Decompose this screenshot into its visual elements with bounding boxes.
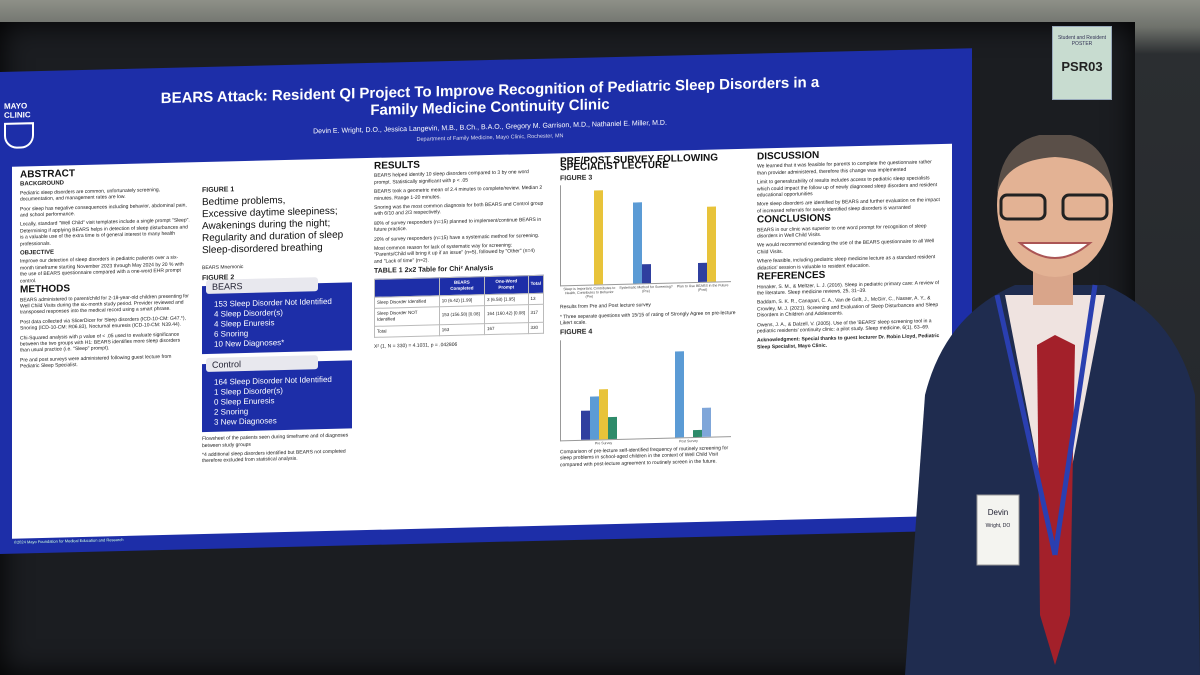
poster-title: BEARS Attack: Resident QI Project To Imp… bbox=[160, 73, 820, 119]
figure2-caption: Flowsheet of the patients seen during ti… bbox=[202, 432, 349, 449]
table-cell: Total bbox=[374, 324, 440, 338]
figure1-line: Sleep-disordered breathing bbox=[202, 242, 323, 257]
figure2-note: *4 additional sleep disorders identified… bbox=[202, 448, 346, 465]
methods-item: Chi-Squared analysis with p value of < .… bbox=[20, 331, 181, 354]
chart-category-label: Plan to Use BEARS in the Future (Post) bbox=[676, 283, 729, 293]
abstract-heading: ABSTRACT bbox=[20, 168, 75, 181]
necktie bbox=[1037, 335, 1075, 665]
lanyard-right bbox=[1052, 284, 1098, 556]
shield-icon bbox=[4, 122, 34, 149]
name-badge bbox=[976, 494, 1020, 566]
chart-bar bbox=[693, 429, 702, 437]
sign-caption: Student and Resident POSTER bbox=[1057, 35, 1107, 47]
table1-title: TABLE 1 2x2 Table for Chi² Analysis bbox=[374, 265, 494, 276]
table-header: One-Word Prompt bbox=[484, 275, 529, 295]
chart-bar bbox=[632, 202, 642, 284]
chart-bar bbox=[581, 410, 590, 440]
table-cell: 164 (160.42) [0.08] bbox=[484, 304, 529, 324]
chart-bar bbox=[702, 407, 711, 437]
research-poster: MAYO CLINIC BEARS Attack: Resident QI Pr… bbox=[0, 48, 972, 554]
poster-content: ABSTRACT BACKGROUND Pediatric sleep diso… bbox=[12, 143, 952, 539]
figure4-chart: Pre Survey Post Survey bbox=[560, 335, 731, 445]
face bbox=[997, 135, 1113, 277]
control-tab: Control bbox=[206, 355, 318, 373]
table-cell: 330 bbox=[528, 321, 544, 334]
mayo-clinic-logo: MAYO CLINIC bbox=[4, 101, 44, 149]
results-item: BEARS took a geometric mean of 2.4 minut… bbox=[374, 184, 543, 202]
table-header: Total bbox=[528, 274, 544, 294]
poster-number-sign: Student and Resident POSTER PSR03 bbox=[1052, 26, 1112, 100]
table-cell: 167 bbox=[484, 322, 529, 335]
figure1-label: FIGURE 1 bbox=[202, 186, 235, 195]
table-cell: 13 bbox=[528, 292, 544, 305]
methods-heading: METHODS bbox=[20, 283, 70, 296]
badge-sub: Wright, DO bbox=[986, 523, 1011, 529]
chart-bar bbox=[593, 190, 603, 285]
chart-bar bbox=[641, 264, 651, 284]
abstract-column: ABSTRACT BACKGROUND Pediatric sleep diso… bbox=[20, 166, 190, 373]
figure4-caption: Comparison of pre-lecture self-identifie… bbox=[560, 445, 729, 468]
table-header bbox=[374, 277, 440, 297]
chart-bar bbox=[707, 206, 717, 282]
table-cell: 317 bbox=[528, 304, 544, 323]
methods-item: Post data collected via SlicerDicer for … bbox=[20, 315, 186, 332]
bears-tab: BEARS bbox=[206, 277, 318, 295]
chart-category-label: Sleep is Important, Contributes to Healt… bbox=[563, 286, 616, 299]
methods-item: BEARS administered to parent/child for 2… bbox=[20, 292, 189, 316]
background-item: Locally, standard "Well Child" visit tem… bbox=[20, 217, 190, 248]
results-item: 80% of survey responders (n=15) planned … bbox=[374, 216, 542, 234]
chart-bar bbox=[590, 396, 599, 440]
results-heading: RESULTS bbox=[374, 159, 420, 172]
bears-box: BEARS 153 Sleep Disorder Not Identified … bbox=[202, 277, 352, 355]
table-cell: Sleep Disorder NOT Identified bbox=[374, 306, 440, 327]
table-header: BEARS Completed bbox=[439, 276, 485, 296]
poster-code: PSR03 bbox=[1061, 59, 1103, 74]
survey-column: PRE/POST SURVEY FOLLOWING SPECIALIST LEC… bbox=[560, 152, 740, 471]
results-item: BEARS helped identify 10 sleep disorders… bbox=[374, 169, 529, 186]
presenter-photo: Devin Wright, DO bbox=[905, 135, 1200, 675]
chart-category-label: Pre Survey bbox=[594, 440, 613, 446]
methods-item: Pre and post surveys were administered f… bbox=[20, 353, 172, 370]
chart-bar bbox=[608, 417, 617, 439]
results-item: 20% of survey responders (n=15) have a s… bbox=[374, 232, 540, 243]
figures-column: FIGURE 1 Bedtime problems, Excessive day… bbox=[202, 162, 352, 468]
chi-square-table: BEARS Completed One-Word Prompt Total Sl… bbox=[374, 274, 544, 338]
chart-bar bbox=[599, 388, 608, 440]
smile bbox=[1017, 242, 1093, 259]
results-item: Most common reason for lack of systemati… bbox=[374, 242, 535, 265]
logo-line2: CLINIC bbox=[4, 110, 31, 120]
lanyard bbox=[994, 294, 1058, 556]
glasses-right bbox=[1061, 193, 1109, 221]
background-item: Poor sleep has negative consequences inc… bbox=[20, 202, 187, 219]
control-item: 3 New Diagnoses bbox=[214, 416, 277, 427]
results-column: RESULTS BEARS helped identify 10 sleep d… bbox=[374, 158, 544, 354]
chart-bar bbox=[675, 351, 684, 438]
table-cell: 163 bbox=[439, 323, 485, 336]
bears-item: 10 New Diagnoses* bbox=[214, 338, 285, 349]
chart-bar bbox=[698, 263, 708, 283]
badge-name: Devin bbox=[988, 508, 1008, 517]
table-stat: X² (1, N = 330) = 4.1031, p = .042806 bbox=[374, 341, 458, 350]
hair bbox=[997, 135, 1113, 195]
chart-category-label: Systematic Method for Screening? (Pre) bbox=[619, 284, 673, 294]
glasses-left bbox=[999, 193, 1047, 221]
figure1-caption: BEARS Mnemonic bbox=[202, 264, 244, 272]
control-box: Control 164 Sleep Disorder Not Identifie… bbox=[202, 355, 352, 433]
results-item: Snoring was the most common diagnosis fo… bbox=[374, 200, 544, 218]
objective-text: Improve our detection of sleep disorders… bbox=[20, 255, 184, 285]
survey-heading: PRE/POST SURVEY FOLLOWING SPECIALIST LEC… bbox=[560, 152, 718, 174]
figure3-note: * Three separate questions with 15/15 of… bbox=[560, 309, 736, 327]
chart-category-label: Post Survey bbox=[679, 438, 698, 444]
figure3-chart: Sleep is Important, Contributes to Healt… bbox=[560, 181, 731, 299]
background-item: Pediatric sleep disorders are common, un… bbox=[20, 186, 161, 203]
table-cell: 153 (156.58) [0.08] bbox=[439, 305, 485, 325]
